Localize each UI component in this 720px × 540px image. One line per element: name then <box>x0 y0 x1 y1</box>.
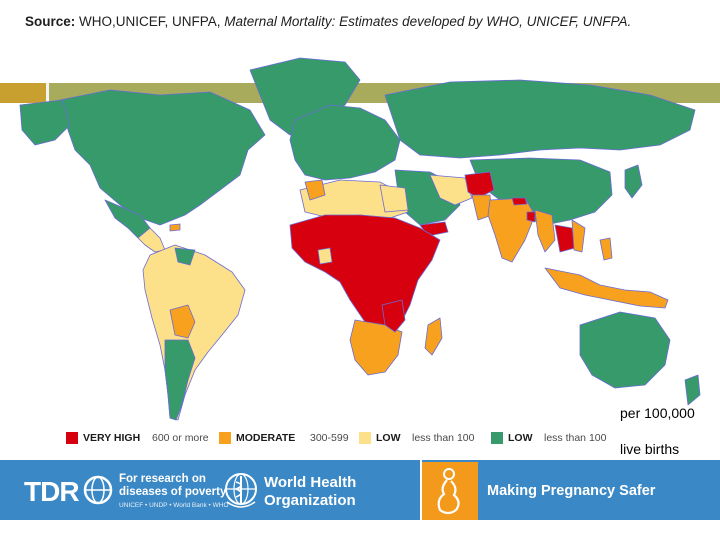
region-ghana-area <box>317 247 333 265</box>
making-pregnancy-safer-title: Making Pregnancy Safer <box>487 483 656 499</box>
tdr-logo-letters: TDR <box>24 476 80 507</box>
legend-label-very-high: VERY HIGH <box>83 432 141 444</box>
footer-banner <box>0 460 720 520</box>
source-orgs: WHO,UNICEF, UNFPA, <box>79 14 221 29</box>
making-pregnancy-safer-logo <box>422 462 478 520</box>
world-map <box>19 57 701 421</box>
region-madagascar <box>424 317 443 356</box>
map-legend: VERY HIGH 600 or more MODERATE 300-599 L… <box>66 430 626 446</box>
legend-range-low-green: less than 100 <box>544 432 607 444</box>
legend-label-low-yellow: LOW <box>376 432 401 444</box>
region-alaska <box>19 99 71 146</box>
source-rest: Estimates developed by WHO, UNICEF, UNFP… <box>339 14 632 29</box>
legend-swatch-low-yellow <box>359 432 371 444</box>
region-afghanistan <box>464 171 495 199</box>
source-citation: Source: WHO,UNICEF, UNFPA, Maternal Mort… <box>25 14 631 29</box>
region-china <box>469 157 613 226</box>
source-title: Maternal Mortality: <box>224 14 336 29</box>
region-europe <box>289 104 401 181</box>
source-label: Source: <box>25 14 76 29</box>
tdr-globe-icon <box>83 475 113 505</box>
region-north-america <box>59 89 266 226</box>
region-new-zealand <box>684 374 701 406</box>
title-accent-left <box>0 83 46 103</box>
footer-divider <box>420 460 422 520</box>
units-line-1: per 100,000 <box>620 405 695 421</box>
title-accent-divider <box>46 83 49 103</box>
region-laos-cambodia <box>554 224 576 253</box>
region-myanmar <box>534 209 556 253</box>
units-line-2: live births <box>620 441 680 457</box>
region-iran <box>429 174 473 206</box>
region-haiti <box>169 223 181 232</box>
region-chile-argentina <box>164 339 196 421</box>
region-russia <box>384 79 696 159</box>
legend-range-very-high: 600 or more <box>152 432 209 444</box>
region-egypt <box>379 184 409 213</box>
who-name-line-2: Organization <box>264 492 356 509</box>
region-australia <box>579 311 671 389</box>
region-india <box>487 197 536 263</box>
legend-label-moderate: MODERATE <box>236 432 296 444</box>
legend-label-low-green: LOW <box>508 432 533 444</box>
region-philippines <box>599 237 613 261</box>
tdr-sponsors: UNICEF • UNDP • World Bank • WHO <box>119 502 229 509</box>
region-vietnam <box>571 219 586 253</box>
legend-swatch-very-high <box>66 432 78 444</box>
who-name-line-1: World Health <box>264 474 357 491</box>
pregnant-woman-icon <box>437 468 460 515</box>
legend-swatch-moderate <box>219 432 231 444</box>
region-indonesia <box>544 267 669 309</box>
region-south-america <box>142 244 246 421</box>
legend-swatch-low-green <box>491 432 503 444</box>
region-bangladesh <box>526 211 536 223</box>
legend-range-moderate: 300-599 <box>310 432 349 444</box>
region-bolivia <box>169 304 196 339</box>
tdr-tagline-2: diseases of poverty <box>119 486 227 498</box>
region-sub-saharan-africa <box>289 214 441 331</box>
region-morocco <box>304 179 326 201</box>
who-emblem-icon <box>225 473 257 508</box>
bottom-margin <box>0 520 720 540</box>
legend-range-low-yellow: less than 100 <box>412 432 475 444</box>
region-zambia <box>381 299 406 333</box>
region-japan <box>624 164 643 199</box>
region-nepal <box>511 197 528 206</box>
region-guyana <box>174 247 196 266</box>
tdr-tagline-1: For research on <box>119 473 206 485</box>
